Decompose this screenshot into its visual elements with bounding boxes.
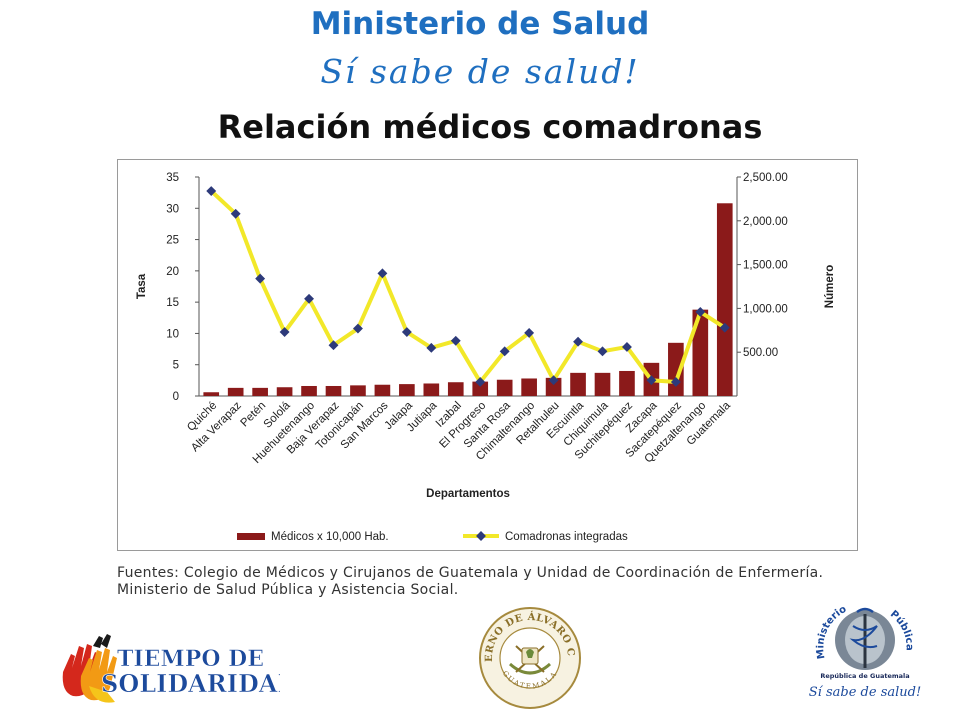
left-tick-label: 10 <box>166 328 179 340</box>
bar <box>350 385 366 396</box>
bar <box>619 370 635 396</box>
right-tick-label: 2,000.00 <box>743 216 788 228</box>
line-marker <box>353 323 363 334</box>
legend-label: Comadronas integradas <box>505 531 628 543</box>
line-series <box>209 189 726 384</box>
ministry-title: Ministerio de Salud <box>310 6 650 42</box>
bar <box>716 203 733 396</box>
left-tick-label: 20 <box>166 266 179 278</box>
bar <box>472 381 489 396</box>
bar <box>570 372 586 396</box>
left-tick-label: 15 <box>166 297 179 309</box>
legend-swatch-bars <box>237 533 265 540</box>
bar <box>227 387 244 396</box>
left-axis-title: Tasa <box>136 273 148 299</box>
legend-swatch-marker <box>476 531 486 541</box>
government-seal-logo: GOBIERNO DE ÁLVARO COLOM GUATEMALA <box>478 606 581 709</box>
bar <box>325 385 342 396</box>
bar <box>447 382 464 396</box>
bar <box>594 372 611 396</box>
logo-text-line1: TIEMPO DE <box>117 646 264 672</box>
bar <box>496 379 513 396</box>
combo-chart: 0 5 10 15 20 25 30 35 500.00 1,000.00 1,500.00 2,00… <box>136 172 836 543</box>
line-marker <box>328 340 339 351</box>
logo-slogan: Sí sabe de salud! <box>809 685 921 700</box>
bar <box>399 384 415 396</box>
line-marker <box>719 322 730 333</box>
line-marker <box>597 346 608 357</box>
bar <box>423 383 440 396</box>
right-tick-label: 500.00 <box>743 347 778 359</box>
line-marker <box>255 273 266 284</box>
legend-label: Médicos x 10,000 Hab. <box>271 531 389 543</box>
bar <box>252 387 268 396</box>
right-axis-title: Número <box>824 265 836 308</box>
line-marker <box>695 306 706 317</box>
line-marker <box>304 293 314 304</box>
logo-text-line2: SOLIDARIDAD <box>101 669 280 698</box>
line-marker <box>524 327 535 338</box>
logo-caption: República de Guatemala <box>820 672 909 680</box>
bar <box>301 385 317 396</box>
left-tick-label: 35 <box>166 172 179 184</box>
coat-of-arms-icon <box>508 645 552 675</box>
line-marker <box>377 268 388 279</box>
right-tick-label: 1,000.00 <box>743 303 788 315</box>
left-tick-label: 0 <box>173 391 179 403</box>
line-marker <box>475 377 486 387</box>
left-tick-label: 5 <box>173 360 179 372</box>
line-marker <box>450 335 461 346</box>
bar <box>545 377 562 396</box>
sources-note: Fuentes: Colegio de Médicos y Cirujanos … <box>117 565 824 598</box>
bar <box>692 309 709 396</box>
line-marker <box>573 336 583 347</box>
tiempo-de-solidaridad-logo: TIEMPO DE SOLIDARIDAD <box>62 634 280 703</box>
bar <box>521 378 537 396</box>
x-axis-title: Departamentos <box>426 488 510 500</box>
line-marker <box>646 375 657 386</box>
slide-title: Relación médicos comadronas <box>217 108 763 146</box>
bar <box>374 384 391 396</box>
ministry-health-logo: Ministerio Pública República de Guatemal… <box>809 604 921 700</box>
line-marker <box>670 377 681 387</box>
left-tick-label: 30 <box>166 203 179 215</box>
right-tick-label: 2,500.00 <box>743 172 788 184</box>
bar <box>276 387 293 396</box>
left-tick-label: 25 <box>166 235 179 247</box>
hands-icon <box>62 634 117 703</box>
right-tick-label: 1,500.00 <box>743 260 788 272</box>
ministry-slogan: Sí sabe de salud! <box>320 52 640 91</box>
bar <box>203 392 220 396</box>
caduceus-icon <box>849 607 878 668</box>
